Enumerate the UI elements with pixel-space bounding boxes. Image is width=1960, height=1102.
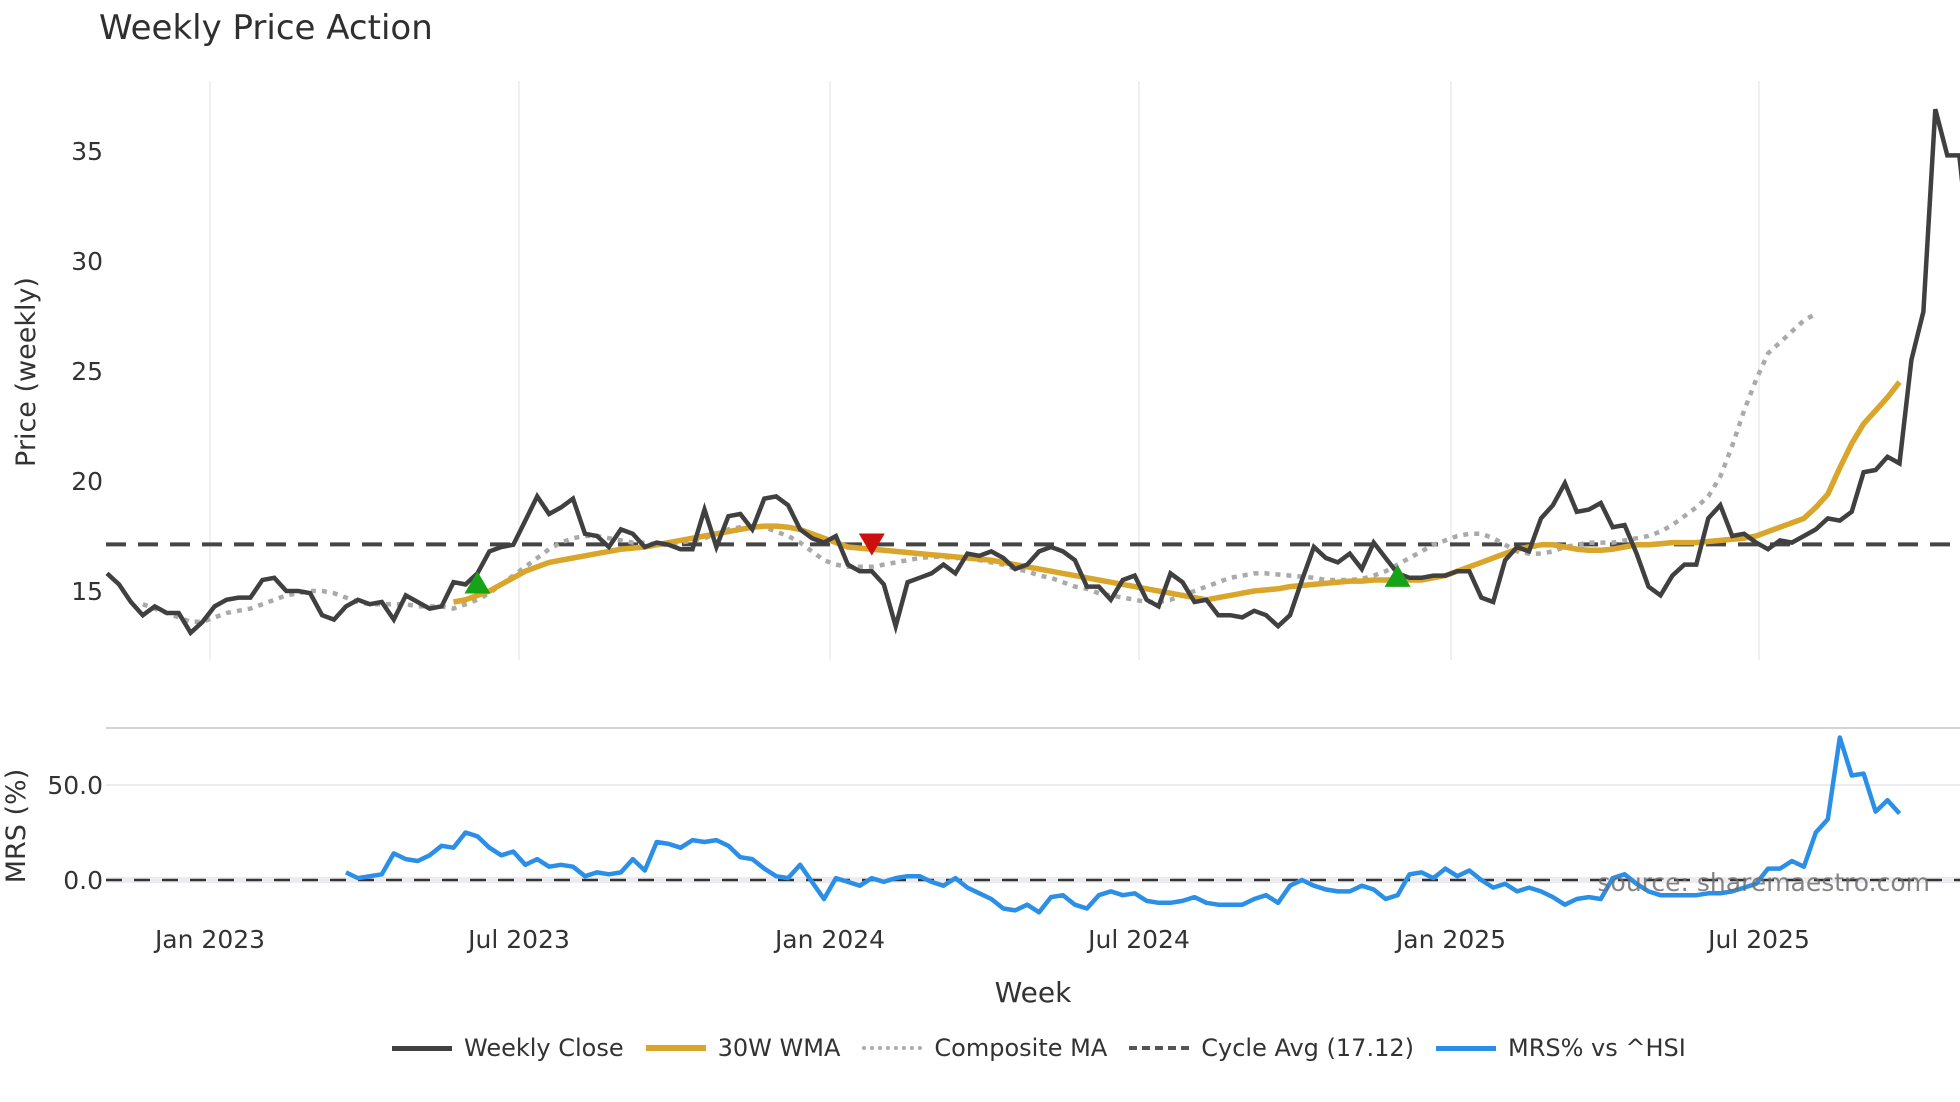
svg-text:25: 25 xyxy=(71,357,103,386)
mrs-y-axis-label: MRS (%) xyxy=(1,769,32,884)
mrs-y-axis: 0.0 50.0 xyxy=(47,771,103,895)
composite-ma-line xyxy=(142,311,1817,625)
sell-signal-marker-icon xyxy=(858,533,885,556)
mrs-swatch-icon xyxy=(1435,1045,1496,1051)
signal-markers xyxy=(464,533,1411,594)
svg-text:Jan 2025: Jan 2025 xyxy=(1394,925,1506,954)
svg-text:Jul 2024: Jul 2024 xyxy=(1086,925,1190,954)
svg-text:35: 35 xyxy=(71,137,103,166)
svg-text:Jan 2023: Jan 2023 xyxy=(153,925,265,954)
legend-item-weekly-close[interactable]: Weekly Close xyxy=(392,1034,624,1062)
mrs-line xyxy=(345,735,1902,915)
svg-text:Jan 2024: Jan 2024 xyxy=(773,925,885,954)
svg-text:50.0: 50.0 xyxy=(47,771,103,800)
legend-item-cycle-avg[interactable]: Cycle Avg (17.12) xyxy=(1129,1034,1414,1062)
buy-signal-marker-icon xyxy=(464,571,491,594)
composite-ma-swatch-icon xyxy=(862,1046,923,1050)
weekly-close-swatch-icon xyxy=(392,1045,452,1051)
weekly-close-line xyxy=(105,108,1960,637)
source-watermark: source: sharemaestro.com xyxy=(1598,868,1931,897)
svg-text:Jul 2023: Jul 2023 xyxy=(466,925,570,954)
svg-text:0.0: 0.0 xyxy=(63,866,103,895)
legend-item-composite-ma[interactable]: Composite MA xyxy=(862,1034,1107,1062)
legend-label: Cycle Avg (17.12) xyxy=(1201,1034,1414,1062)
svg-text:20: 20 xyxy=(71,467,103,496)
vertical-gridlines xyxy=(209,81,1760,660)
legend-label: 30W WMA xyxy=(717,1034,841,1062)
legend: Weekly Close 30W WMA Composite MA Cycle … xyxy=(392,1034,1708,1062)
svg-text:Jul 2025: Jul 2025 xyxy=(1706,925,1810,954)
price-y-axis-label: Price (weekly) xyxy=(11,277,42,467)
svg-text:30: 30 xyxy=(71,247,103,276)
legend-label: MRS% vs ^HSI xyxy=(1507,1034,1686,1062)
x-axis-label: Week xyxy=(995,976,1072,1009)
cycle-avg-swatch-icon xyxy=(1129,1046,1190,1050)
legend-item-mrs[interactable]: MRS% vs ^HSI xyxy=(1435,1034,1686,1062)
price-y-axis: 15 20 25 30 35 xyxy=(71,137,103,606)
x-axis: Jan 2023 Jul 2023 Jan 2024 Jul 2024 Jan 2025… xyxy=(153,925,1810,954)
legend-item-30w-wma[interactable]: 30W WMA xyxy=(645,1034,841,1062)
buy-signal-marker-icon xyxy=(1384,564,1411,587)
legend-label: Composite MA xyxy=(934,1034,1108,1062)
wma-swatch-icon xyxy=(645,1045,706,1051)
svg-text:15: 15 xyxy=(71,577,103,606)
legend-label: Weekly Close xyxy=(464,1034,624,1062)
chart-title: Weekly Price Action xyxy=(99,8,433,48)
